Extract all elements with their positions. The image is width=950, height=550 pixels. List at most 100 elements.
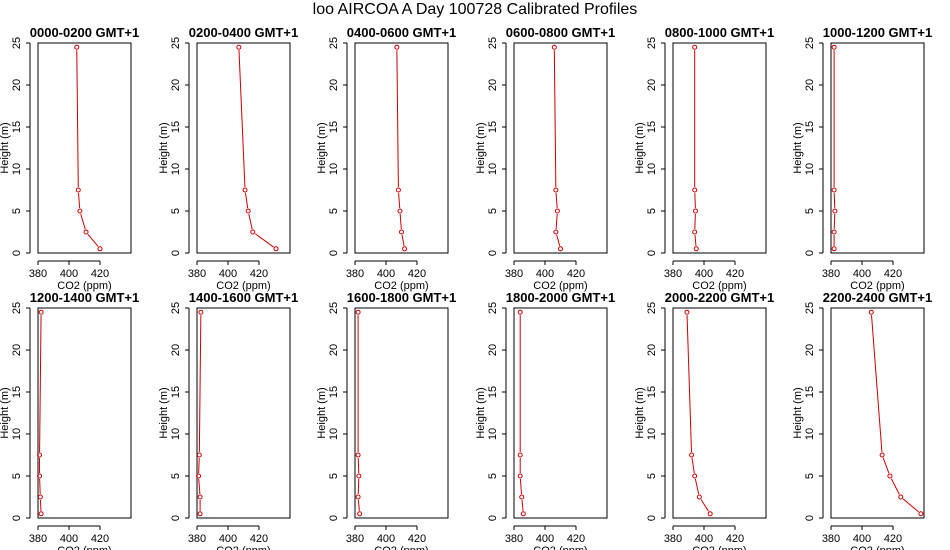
panel-12-x-axis-label: CO2 (ppm) (850, 545, 904, 550)
panel-9-data-point (357, 511, 363, 517)
panel-2-title: 0200-0400 GMT+1 (189, 25, 298, 40)
panel-6-plot-box (830, 42, 925, 254)
panel-8-data-point (197, 494, 203, 500)
panel-2-data-point (242, 187, 248, 193)
panel-1-x-tick-label: 420 (91, 268, 109, 280)
panel-1-plot-box (37, 42, 132, 254)
panel-11-title: 2000-2200 GMT+1 (665, 290, 774, 305)
panel-7-y-axis-label: Height (m) (0, 387, 11, 438)
panel-8-plot-box (196, 307, 291, 519)
panel-6-data-point (831, 229, 837, 235)
panel-2-y-axis-label: Height (m) (158, 122, 170, 173)
panel-2-x-tick-label: 380 (188, 268, 206, 280)
panel-1-y-tick-label: 10 (11, 163, 23, 175)
panel-5-y-tick-label: 0 (646, 250, 658, 256)
panel-1-data-point (75, 187, 81, 193)
panel-7-title: 1200-1400 GMT+1 (30, 290, 139, 305)
panel-7-x-tick-label: 380 (29, 533, 47, 545)
panel-9-x-axis-label: CO2 (ppm) (374, 545, 428, 550)
panel-10-y-tick-label: 5 (487, 473, 499, 479)
panel-4-profile-segment (556, 234, 561, 247)
panel-9-data-point (356, 473, 362, 479)
panel-5-y-tick-label: 5 (646, 208, 658, 214)
panel-3-data-point (402, 246, 408, 252)
panel-12-profile-segment (902, 498, 919, 513)
panel-2-y-tick-label: 25 (170, 37, 182, 49)
panel-9-x-tick-label: 420 (408, 533, 426, 545)
panel-2-y-tick-label: 20 (170, 79, 182, 91)
panel-10-profile-segment (521, 499, 524, 511)
panel-8-x-tick-label: 400 (219, 533, 237, 545)
panel-1-y-tick-label: 5 (11, 208, 23, 214)
panel-6-x-axis-label: CO2 (ppm) (850, 280, 904, 292)
panel-2-profile-segment (238, 50, 246, 188)
panel-6-y-tick-label: 15 (804, 121, 816, 133)
panel-6-profile-segment (833, 213, 836, 230)
panel-1-title: 0000-0200 GMT+1 (30, 25, 139, 40)
panel-6-data-point (831, 187, 837, 193)
panel-12-y-tick-label: 10 (804, 428, 816, 440)
panel-11-y-tick-label: 20 (646, 344, 658, 356)
panel-7-data-point (38, 309, 44, 315)
panel-9-x-tick-label: 400 (377, 533, 395, 545)
panel-3-x-tick-label: 380 (346, 268, 364, 280)
panel-6-x-tick-label: 420 (884, 268, 902, 280)
figure-title: loo AIRCOA A Day 100728 Calibrated Profi… (312, 1, 638, 18)
panel-3-y-axis-label: Height (m) (316, 122, 328, 173)
panel-10-data-point (517, 473, 523, 479)
panel-6-y-tick-label: 20 (804, 79, 816, 91)
panel-9-y-tick-label: 15 (328, 386, 340, 398)
panel-1-profile-segment (78, 192, 81, 209)
panel-9-data-point (355, 452, 361, 458)
panel-8-y-tick-label: 10 (170, 428, 182, 440)
panel-12-x-tick-label: 380 (822, 533, 840, 545)
panel-4-profile-segment (553, 50, 557, 188)
panel-6-y-tick-label: 5 (804, 208, 816, 214)
panel-12-y-tick-label: 0 (804, 515, 816, 521)
panel-12-x-tick-label: 420 (884, 533, 902, 545)
panel-7-data-point (38, 511, 44, 517)
panel-8-data-point (196, 452, 202, 458)
panel-4-x-tick-label: 400 (536, 268, 554, 280)
panel-10-plot-box (513, 307, 608, 519)
panel-3-y-tick-label: 25 (328, 37, 340, 49)
panel-12-data-point (918, 511, 924, 517)
panel-6-x-tick-label: 380 (822, 268, 840, 280)
panel-1-x-tick-label: 400 (60, 268, 78, 280)
panel-1-y-tick-label: 15 (11, 121, 23, 133)
panel-12-y-tick-label: 20 (804, 344, 816, 356)
panel-11-y-tick-label: 0 (646, 515, 658, 521)
panel-2-x-tick-label: 400 (219, 268, 237, 280)
panel-11-profile-segment (700, 499, 709, 512)
panel-12-data-point (879, 452, 885, 458)
panel-5-title: 0800-1000 GMT+1 (665, 25, 774, 40)
panel-10-y-tick-label: 0 (487, 515, 499, 521)
panel-10-y-axis-label: Height (m) (475, 387, 487, 438)
panel-5-x-axis-label: CO2 (ppm) (692, 280, 746, 292)
panel-9-x-tick-label: 380 (346, 533, 364, 545)
panel-2-y-tick-label: 0 (170, 250, 182, 256)
panel-12-data-point (868, 309, 874, 315)
panel-9-profile-segment (357, 499, 360, 511)
panel-7-data-point (37, 452, 43, 458)
panel-10-x-axis-label: CO2 (ppm) (533, 545, 587, 550)
panel-9-plot-box (354, 307, 449, 519)
panel-12-plot-box (830, 307, 925, 519)
panel-2-data-point (250, 229, 256, 235)
panel-8-x-axis-label: CO2 (ppm) (216, 545, 270, 550)
panel-3-y-tick-label: 15 (328, 121, 340, 133)
panel-8-data-point (197, 511, 203, 517)
panel-7-y-tick-label: 15 (11, 386, 23, 398)
panel-5-x-tick-label: 420 (726, 268, 744, 280)
panel-3-profile-segment (398, 192, 401, 209)
panel-3-data-point (394, 44, 400, 50)
panel-4-y-tick-label: 15 (487, 121, 499, 133)
panel-8-y-tick-label: 0 (170, 515, 182, 521)
panel-8-y-axis-label: Height (m) (158, 387, 170, 438)
panel-4-data-point (554, 208, 560, 214)
panel-7-y-tick-label: 25 (11, 302, 23, 314)
panel-11-x-axis-label: CO2 (ppm) (692, 545, 746, 550)
panel-7-x-axis-label: CO2 (ppm) (57, 545, 111, 550)
panel-3-profile-segment (401, 234, 405, 246)
